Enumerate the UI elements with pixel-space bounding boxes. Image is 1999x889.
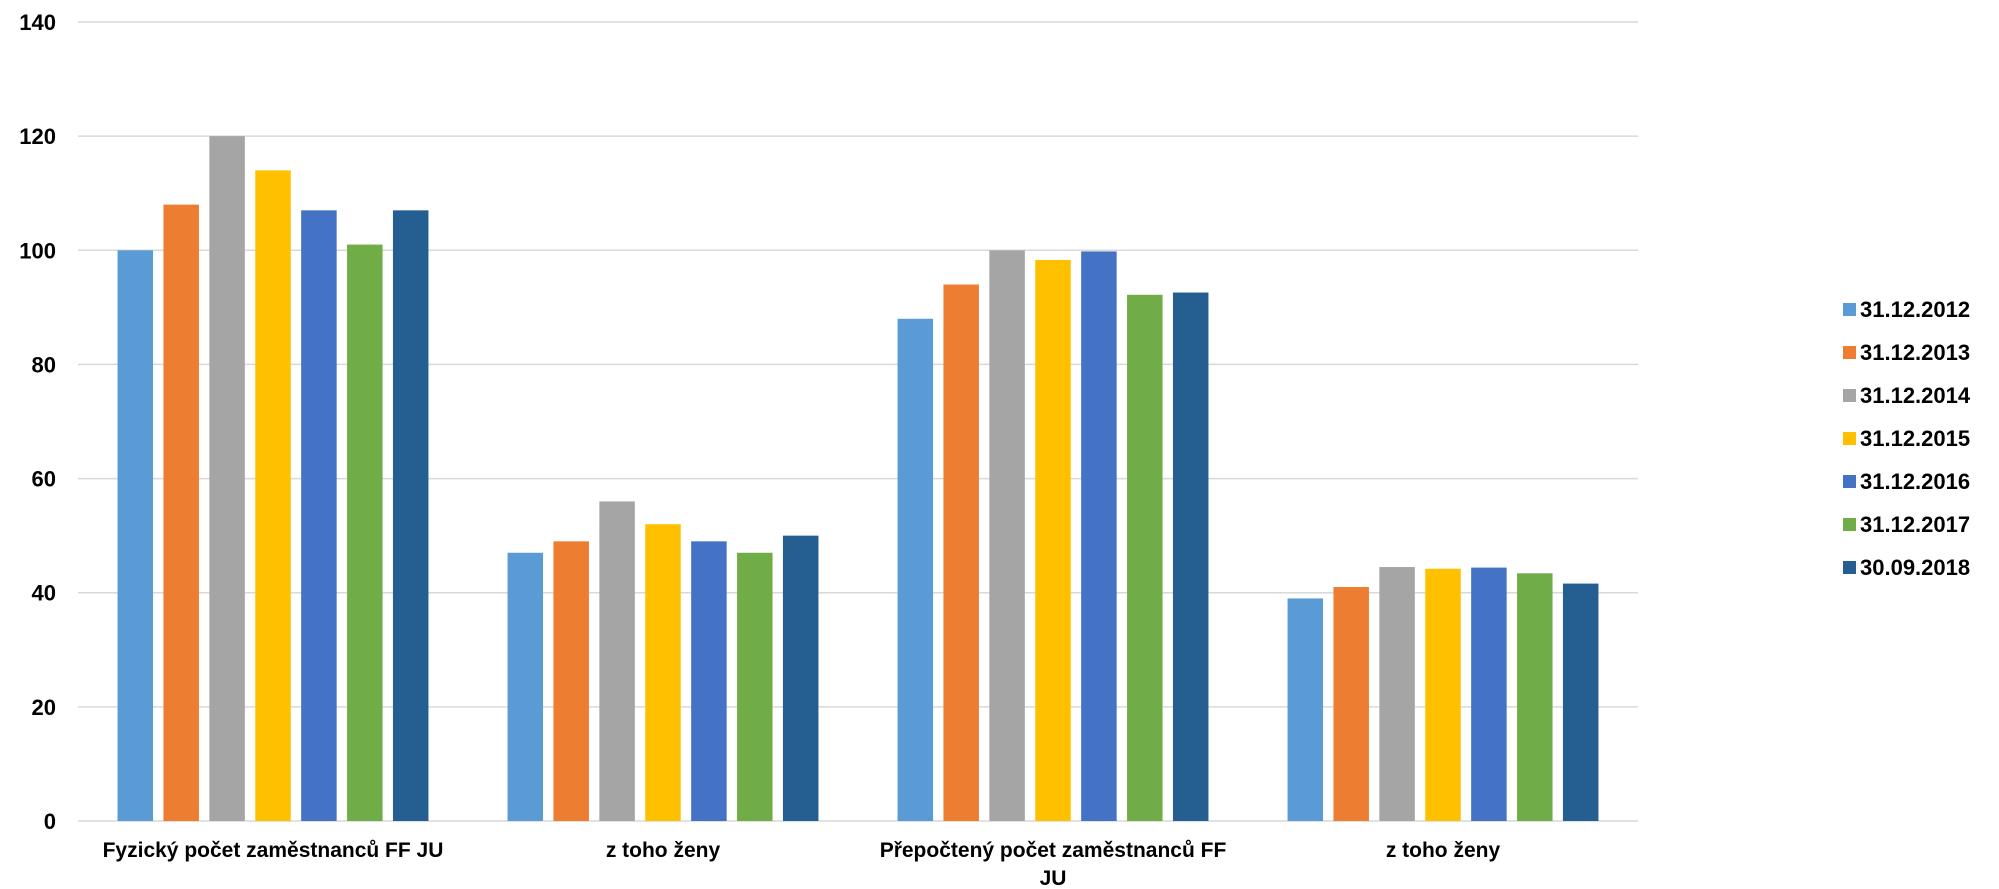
bar xyxy=(1081,251,1117,822)
y-tick-label: 120 xyxy=(19,124,56,149)
legend-swatch xyxy=(1843,346,1856,359)
legend-label: 30.09.2018 xyxy=(1860,555,1970,580)
x-category-label: z toho ženy xyxy=(1386,839,1501,862)
bar xyxy=(163,204,199,822)
legend-label: 31.12.2013 xyxy=(1860,340,1970,365)
bar xyxy=(1287,598,1324,821)
bar xyxy=(553,541,589,821)
y-tick-label: 40 xyxy=(32,581,56,606)
bar xyxy=(507,552,544,821)
bar xyxy=(897,318,934,821)
bar xyxy=(301,210,337,822)
y-tick-label: 140 xyxy=(19,10,56,35)
bar xyxy=(691,541,727,821)
bar xyxy=(1172,292,1209,822)
legend-swatch xyxy=(1843,303,1856,316)
legend-swatch xyxy=(1843,389,1856,402)
x-category-label: JU xyxy=(1040,867,1067,889)
legend-swatch xyxy=(1843,475,1856,488)
y-tick-label: 100 xyxy=(19,238,56,263)
legend-label: 31.12.2012 xyxy=(1860,297,1970,322)
bar xyxy=(1425,568,1461,821)
bar xyxy=(1127,294,1163,822)
bar xyxy=(209,136,245,822)
bar xyxy=(1379,567,1415,821)
bar xyxy=(1562,583,1599,821)
bars xyxy=(117,136,1599,822)
x-axis-labels: Fyzický počet zaměstnanců FF JU z toho že… xyxy=(103,839,1501,889)
bar xyxy=(1035,259,1071,821)
bar xyxy=(645,524,681,821)
y-tick-label: 20 xyxy=(32,695,56,720)
legend-swatch xyxy=(1843,518,1856,531)
legend-label: 31.12.2017 xyxy=(1860,512,1970,537)
bar xyxy=(1333,587,1369,821)
bar xyxy=(1471,567,1507,821)
gridlines xyxy=(78,21,1638,822)
bar xyxy=(347,244,383,822)
legend-label: 31.12.2014 xyxy=(1860,383,1971,408)
bar xyxy=(782,535,819,821)
bar xyxy=(989,250,1025,822)
x-category-label: Přepočtený počet zaměstnanců FF xyxy=(880,839,1227,862)
x-category-label: Fyzický počet zaměstnanců FF JU xyxy=(103,839,444,862)
y-tick-label: 0 xyxy=(44,809,56,834)
bar xyxy=(599,501,635,821)
y-tick-label: 60 xyxy=(32,467,56,492)
y-tick-label: 80 xyxy=(32,352,56,377)
bar xyxy=(943,284,979,821)
bar xyxy=(737,552,773,821)
bar xyxy=(255,170,291,821)
y-axis-ticks: 0 20 40 60 80 100 120 140 xyxy=(19,10,56,834)
legend-label: 31.12.2016 xyxy=(1860,469,1970,494)
bar xyxy=(392,210,429,822)
bar xyxy=(1517,573,1553,821)
bar xyxy=(117,250,154,822)
legend: 31.12.2012 31.12.2013 31.12.2014 31.12.2015… xyxy=(1843,297,1971,580)
legend-swatch xyxy=(1843,561,1856,574)
legend-swatch xyxy=(1843,432,1856,445)
x-category-label: z toho ženy xyxy=(606,839,721,862)
legend-label: 31.12.2015 xyxy=(1860,426,1970,451)
